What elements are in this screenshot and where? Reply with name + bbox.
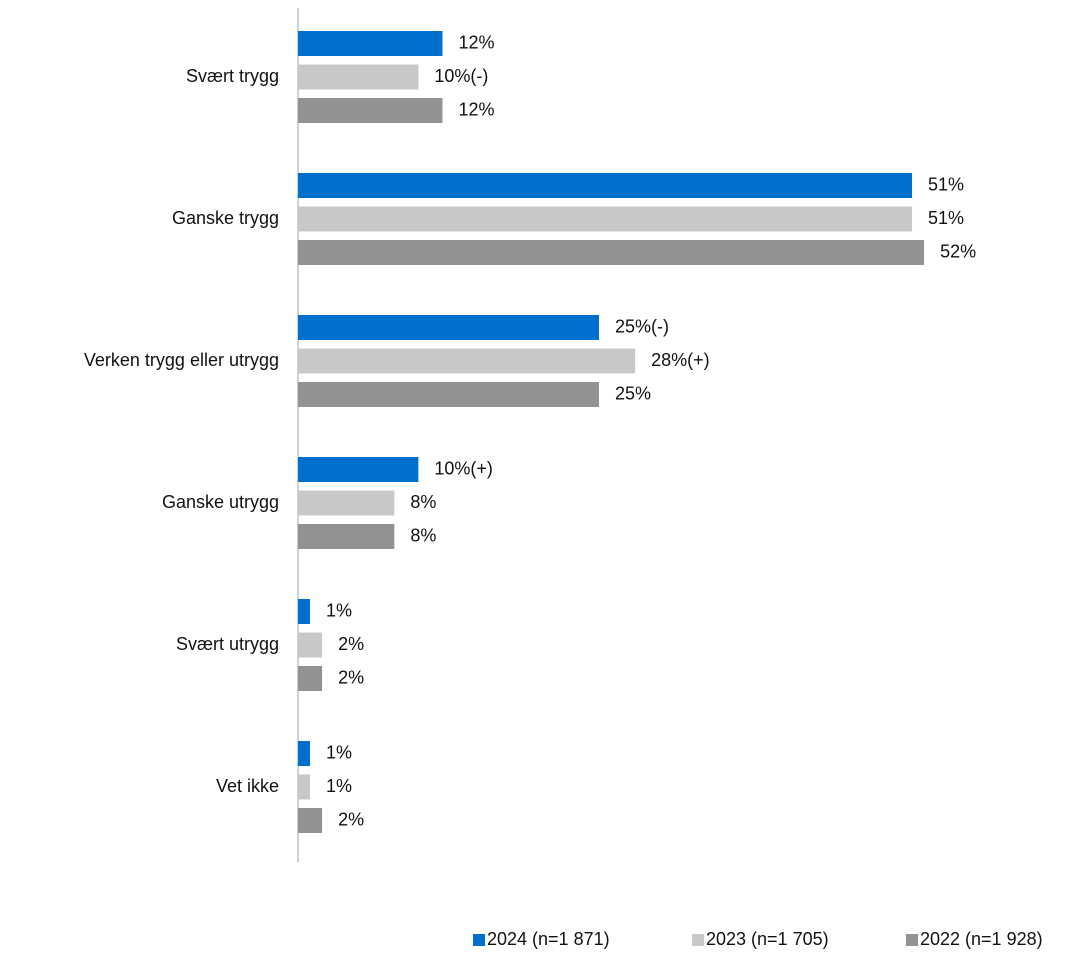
bar (298, 173, 913, 198)
category-label: Ganske utrygg (162, 492, 279, 512)
value-label: 51% (928, 174, 964, 194)
bar (298, 808, 323, 833)
value-label: 8% (410, 525, 436, 545)
legend-label: 2024 (n=1 871) (487, 929, 610, 949)
legend-swatch (906, 934, 918, 946)
legend-label: 2023 (n=1 705) (706, 929, 829, 949)
bar (298, 206, 913, 232)
value-label: 10%(+) (434, 458, 493, 478)
value-label: 1% (326, 776, 352, 796)
value-label: 2% (338, 667, 364, 687)
category-label: Svært utrygg (176, 634, 279, 654)
bar (298, 382, 599, 407)
legend-swatch (692, 934, 704, 946)
value-label: 52% (940, 241, 976, 261)
bar (298, 31, 443, 56)
value-label: 28%(+) (651, 350, 710, 370)
bar (298, 524, 395, 549)
category-label: Vet ikke (216, 776, 279, 796)
value-label: 1% (326, 742, 352, 762)
bar (298, 348, 636, 374)
bar (298, 632, 323, 658)
category-label: Verken trygg eller utrygg (84, 350, 279, 370)
bar (298, 666, 323, 691)
value-label: 25%(-) (615, 316, 669, 336)
bar (298, 741, 311, 766)
value-label: 12% (458, 99, 494, 119)
legend-label: 2022 (n=1 928) (920, 929, 1043, 949)
value-label: 10%(-) (434, 66, 488, 86)
value-label: 2% (338, 634, 364, 654)
value-label: 51% (928, 208, 964, 228)
bar (298, 64, 419, 90)
category-label: Svært trygg (186, 66, 279, 86)
value-label: 1% (326, 600, 352, 620)
value-label: 8% (410, 492, 436, 512)
category-label: Ganske trygg (172, 208, 279, 228)
bar (298, 490, 395, 516)
value-label: 12% (458, 32, 494, 52)
bar (298, 774, 311, 800)
bar (298, 98, 443, 123)
bar (298, 599, 311, 624)
value-label: 2% (338, 809, 364, 829)
legend-swatch (473, 934, 485, 946)
bar (298, 240, 925, 265)
bar (298, 457, 419, 482)
bar (298, 315, 599, 340)
value-label: 25% (615, 383, 651, 403)
